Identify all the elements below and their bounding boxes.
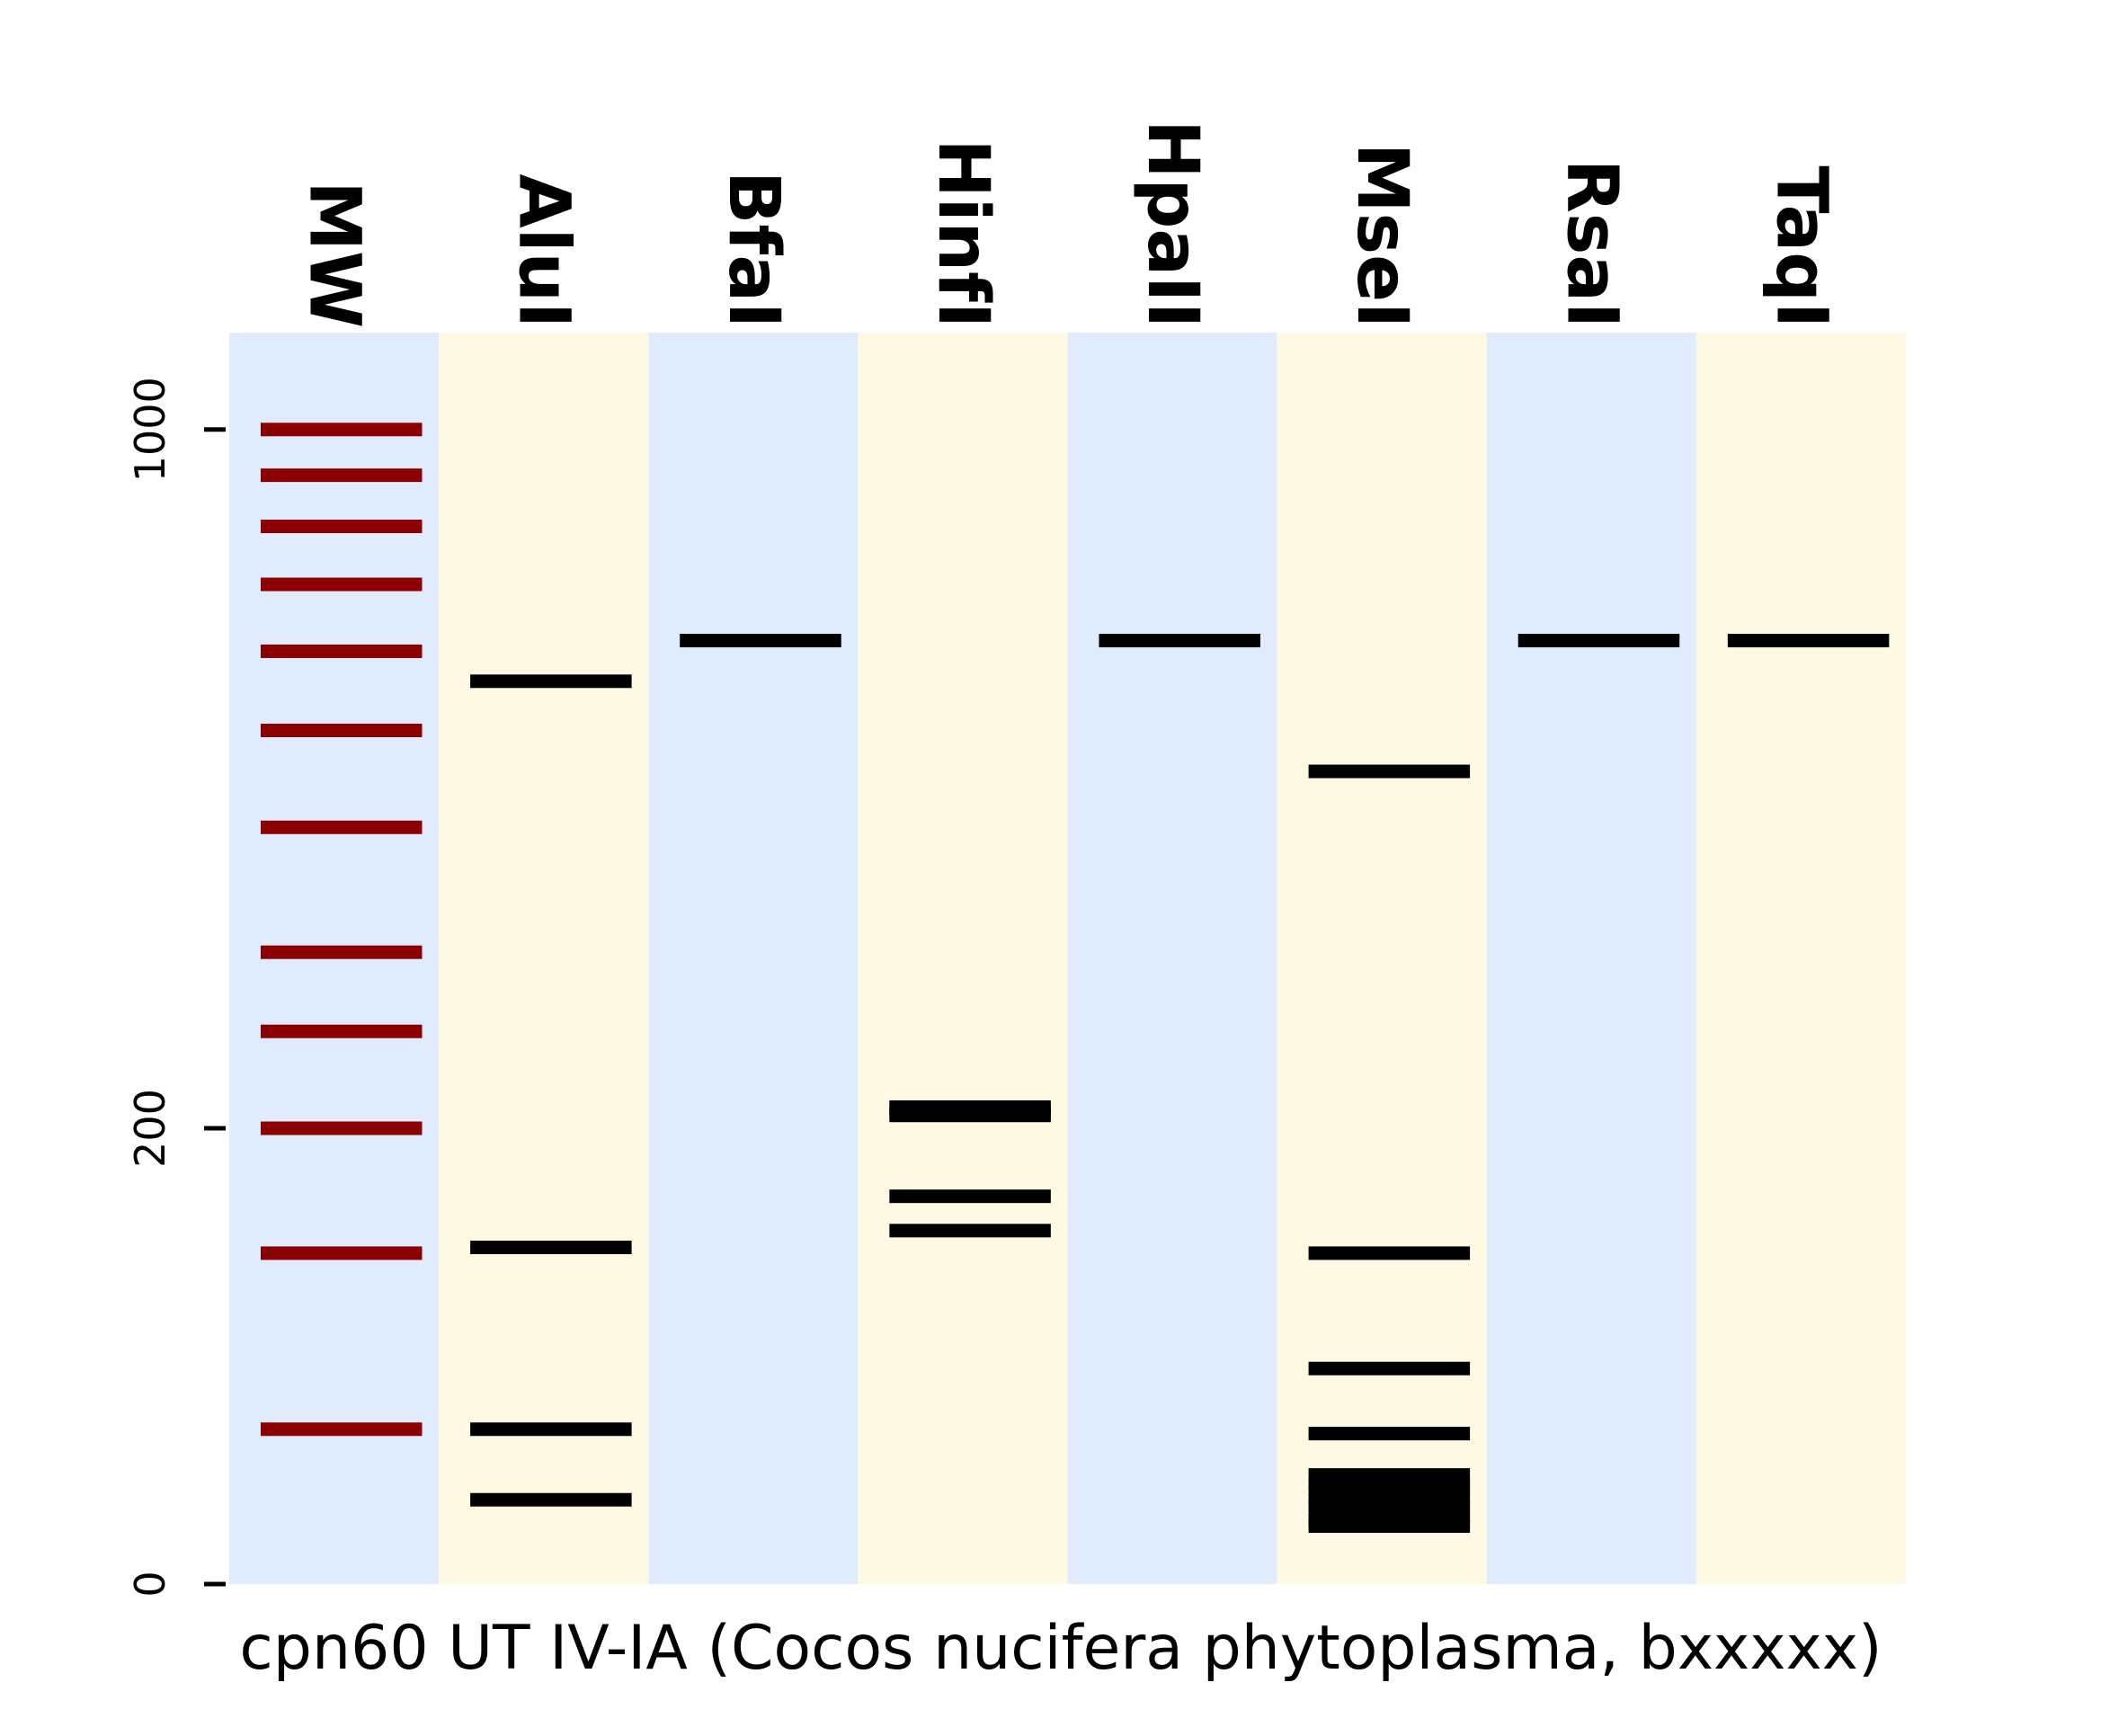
band-mw-10 bbox=[260, 468, 423, 483]
band-mw-2 bbox=[260, 1121, 423, 1135]
bands-layer bbox=[260, 423, 1890, 1534]
band-msei-9 bbox=[1308, 1361, 1471, 1375]
lane-label-rsai: RsaI bbox=[1551, 159, 1632, 328]
y-tick-label-200: 200 bbox=[126, 1089, 174, 1168]
lane-label-hinfi: HinfI bbox=[922, 138, 1003, 328]
band-msei-7 bbox=[1308, 1468, 1471, 1482]
lane-hinfi bbox=[858, 333, 1068, 1584]
band-mw-0 bbox=[260, 1422, 423, 1437]
y-tick-label-0: 0 bbox=[126, 1571, 174, 1597]
band-alui-2 bbox=[470, 1241, 632, 1255]
lane-label-hpaii: HpaII bbox=[1132, 120, 1213, 328]
band-bfai-0 bbox=[680, 634, 841, 648]
band-mw-5 bbox=[260, 820, 423, 834]
band-hpaii-0 bbox=[1099, 634, 1260, 648]
band-mw-8 bbox=[260, 577, 423, 592]
band-mw-9 bbox=[260, 520, 423, 534]
lane-hpaii bbox=[1067, 333, 1277, 1584]
band-hinfi-0 bbox=[889, 1224, 1051, 1238]
band-hinfi-1 bbox=[889, 1189, 1051, 1204]
lane-bfai bbox=[648, 333, 859, 1584]
lane-label-taqi: TaqI bbox=[1760, 165, 1841, 328]
x-axis-label: cpn60 UT IV-IA (Cocos nucifera phytoplas… bbox=[239, 1613, 1882, 1684]
band-mw-4 bbox=[260, 945, 423, 959]
y-tick-label-1000: 1000 bbox=[126, 377, 174, 482]
band-rsai-0 bbox=[1517, 634, 1680, 648]
lane-taqi bbox=[1695, 333, 1906, 1584]
band-mw-7 bbox=[260, 644, 423, 658]
band-msei-10 bbox=[1308, 1246, 1471, 1260]
band-mw-6 bbox=[260, 724, 423, 738]
lane-label-mw: MW bbox=[294, 181, 375, 328]
lane-label-bfai: BfaI bbox=[713, 171, 794, 328]
band-mw-3 bbox=[260, 1024, 423, 1038]
band-msei-11 bbox=[1308, 764, 1471, 779]
lane-labels-layer: MW AluI BfaI HinfI HpaII MseI RsaI TaqI bbox=[294, 120, 1842, 328]
band-hinfi-4 bbox=[889, 1099, 1051, 1114]
lane-msei bbox=[1277, 333, 1487, 1584]
band-msei-8 bbox=[1308, 1427, 1471, 1441]
lanes-layer bbox=[229, 333, 1906, 1584]
band-alui-0 bbox=[470, 1492, 632, 1507]
band-msei-2 bbox=[1308, 1509, 1471, 1523]
band-taqi-0 bbox=[1727, 634, 1890, 648]
lane-label-msei: MseI bbox=[1341, 143, 1422, 328]
y-axis: 0 200 1000 bbox=[126, 377, 226, 1598]
band-alui-1 bbox=[470, 1422, 632, 1437]
lane-alui bbox=[439, 333, 649, 1584]
band-mw-1 bbox=[260, 1246, 423, 1260]
lane-label-alui: AluI bbox=[503, 174, 584, 328]
lane-rsai bbox=[1486, 333, 1696, 1584]
band-alui-3 bbox=[470, 674, 632, 689]
band-mw-11 bbox=[260, 423, 423, 437]
